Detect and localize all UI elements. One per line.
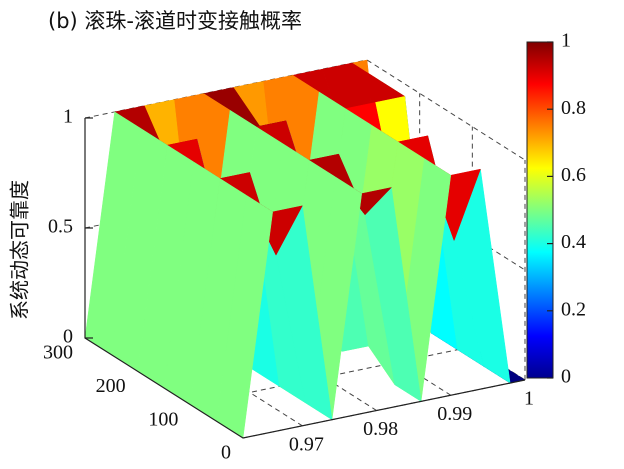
y-tick-label: 300 [43, 342, 73, 364]
z-tick-label: 0 [63, 326, 73, 348]
colorbar-tick-label: 0.2 [561, 298, 586, 320]
z-axis-label: 系统动态可靠度 [9, 180, 32, 320]
x-tick-label: 0.98 [363, 418, 398, 440]
grid-line [242, 160, 526, 439]
y-tick-label: 100 [148, 408, 178, 430]
x-tick-label: 0.99 [437, 403, 472, 425]
colorbar-tick-label: 0.6 [561, 164, 586, 186]
y-tick-label: 0 [221, 442, 231, 464]
z-tick-label: 1 [63, 106, 73, 128]
z-tick-label: 0.5 [48, 216, 73, 238]
colorbar-tick-label: 0.8 [561, 97, 586, 119]
colorbar-tick-label: 0 [561, 366, 571, 388]
colorbar-tick-label: 0.4 [561, 231, 586, 253]
chart-title: (b) 滚珠-滚道时变接触概率 [48, 9, 302, 33]
colorbar [526, 41, 554, 379]
y-tick-label: 200 [96, 375, 126, 397]
colorbar-tick-label: 1 [561, 30, 571, 52]
x-tick-label: 1 [524, 388, 534, 410]
x-tick-label: 0.97 [289, 433, 324, 455]
